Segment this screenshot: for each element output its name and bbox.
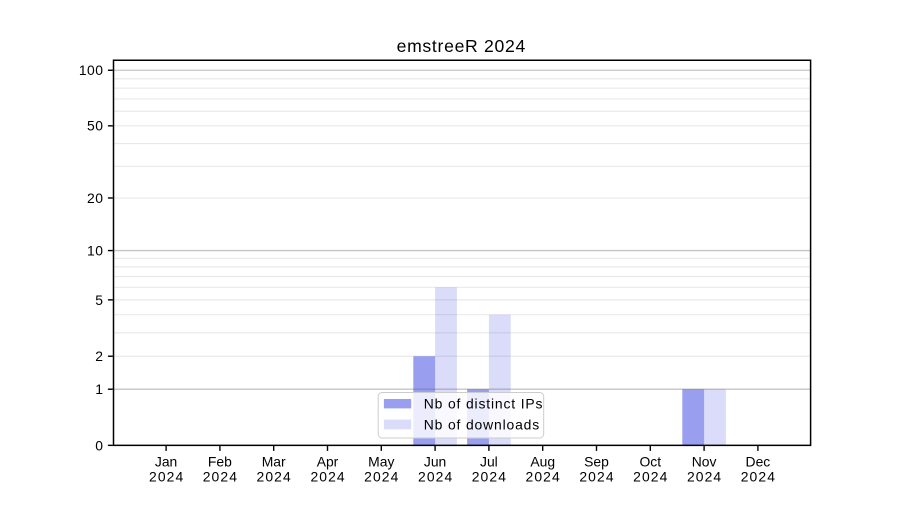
svg-text:2024: 2024 [526, 468, 561, 484]
svg-text:2024: 2024 [418, 468, 453, 484]
svg-text:2024: 2024 [633, 468, 668, 484]
svg-text:1: 1 [95, 381, 103, 397]
svg-text:50: 50 [87, 118, 103, 134]
svg-text:Nov: Nov [692, 454, 717, 470]
svg-text:20: 20 [87, 190, 103, 206]
svg-text:100: 100 [79, 62, 104, 78]
svg-text:Mar: Mar [262, 454, 286, 470]
svg-text:0: 0 [95, 437, 103, 453]
svg-text:2024: 2024 [364, 468, 399, 484]
svg-text:Jul: Jul [480, 454, 498, 470]
svg-text:2024: 2024 [687, 468, 722, 484]
svg-text:Dec: Dec [746, 454, 771, 470]
svg-text:Jan: Jan [155, 454, 177, 470]
svg-text:2024: 2024 [579, 468, 614, 484]
svg-text:2024: 2024 [741, 468, 776, 484]
svg-text:May: May [368, 454, 394, 470]
svg-text:2024: 2024 [472, 468, 507, 484]
svg-text:Jun: Jun [424, 454, 446, 470]
svg-text:emstreeR 2024: emstreeR 2024 [397, 36, 526, 56]
svg-text:2: 2 [95, 348, 103, 364]
svg-text:Sep: Sep [584, 454, 609, 470]
svg-text:Apr: Apr [317, 454, 339, 470]
svg-text:2024: 2024 [310, 468, 345, 484]
svg-text:Feb: Feb [208, 454, 232, 470]
svg-text:2024: 2024 [149, 468, 184, 484]
svg-text:10: 10 [87, 242, 103, 258]
svg-text:Oct: Oct [639, 454, 661, 470]
svg-text:Aug: Aug [530, 454, 555, 470]
svg-text:2024: 2024 [257, 468, 292, 484]
svg-text:5: 5 [95, 292, 103, 308]
svg-text:Nb of distinct IPs: Nb of distinct IPs [424, 396, 544, 412]
svg-text:2024: 2024 [203, 468, 238, 484]
svg-text:Nb of downloads: Nb of downloads [424, 416, 540, 432]
